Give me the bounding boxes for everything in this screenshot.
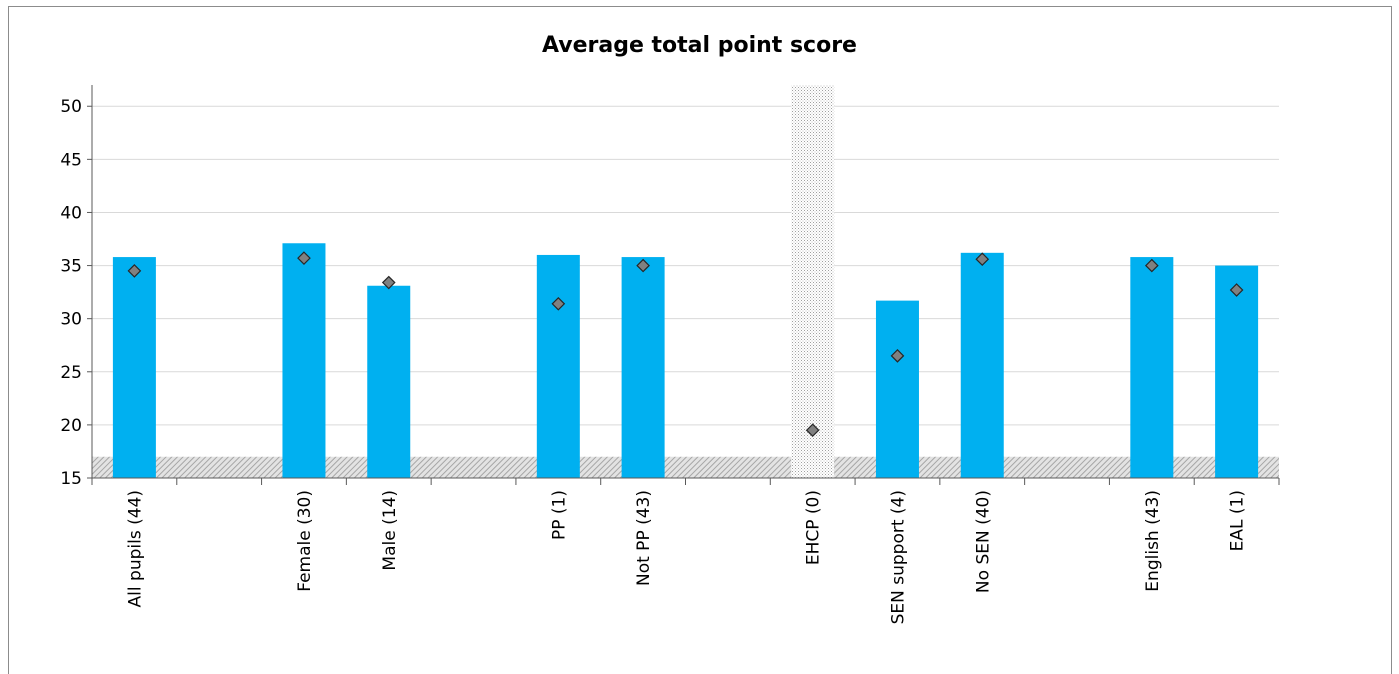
marker-point <box>127 264 142 278</box>
y-tick-label: 45 <box>60 150 82 170</box>
y-tick-label: 15 <box>60 469 82 489</box>
bar <box>112 257 156 478</box>
marker-point <box>636 258 650 273</box>
marker-point <box>890 349 905 363</box>
x-tick-label: SEN support (4) <box>888 490 908 624</box>
x-tick-label: Male (14) <box>380 490 400 571</box>
baseline-band <box>92 456 1279 478</box>
marker-point <box>381 275 396 290</box>
y-tick-label: 40 <box>60 203 82 223</box>
y-tick-label: 25 <box>60 363 82 383</box>
highlight-column <box>791 85 835 478</box>
marker-point <box>975 252 990 267</box>
chart-title: Average total point score <box>542 33 857 58</box>
y-tick-label: 35 <box>60 257 82 277</box>
y-tick-label: 20 <box>60 416 82 436</box>
marker-point <box>551 296 566 311</box>
bar <box>960 252 1004 478</box>
marker-point <box>805 423 820 438</box>
bar <box>875 300 919 478</box>
marker-point <box>1144 258 1159 273</box>
x-tick-label: English (43) <box>1143 490 1163 592</box>
marker-point <box>1229 283 1244 297</box>
bar <box>621 257 665 478</box>
x-tick-label: Female (30) <box>295 490 315 592</box>
y-tick-label: 50 <box>60 97 82 117</box>
bar <box>282 243 326 478</box>
marker-point <box>297 251 311 265</box>
bar <box>367 285 411 478</box>
x-tick-label: All pupils (44) <box>125 490 145 607</box>
bar <box>536 254 580 478</box>
x-tick-label: No SEN (40) <box>973 490 993 593</box>
x-tick-label: EAL (1) <box>1228 490 1248 551</box>
x-tick-label: PP (1) <box>549 490 569 540</box>
bar <box>1130 257 1174 478</box>
bar <box>1215 265 1259 478</box>
x-tick-label: EHCP (0) <box>804 490 824 565</box>
y-tick-label: 30 <box>60 310 82 330</box>
x-tick-label: Not PP (43) <box>634 490 654 586</box>
